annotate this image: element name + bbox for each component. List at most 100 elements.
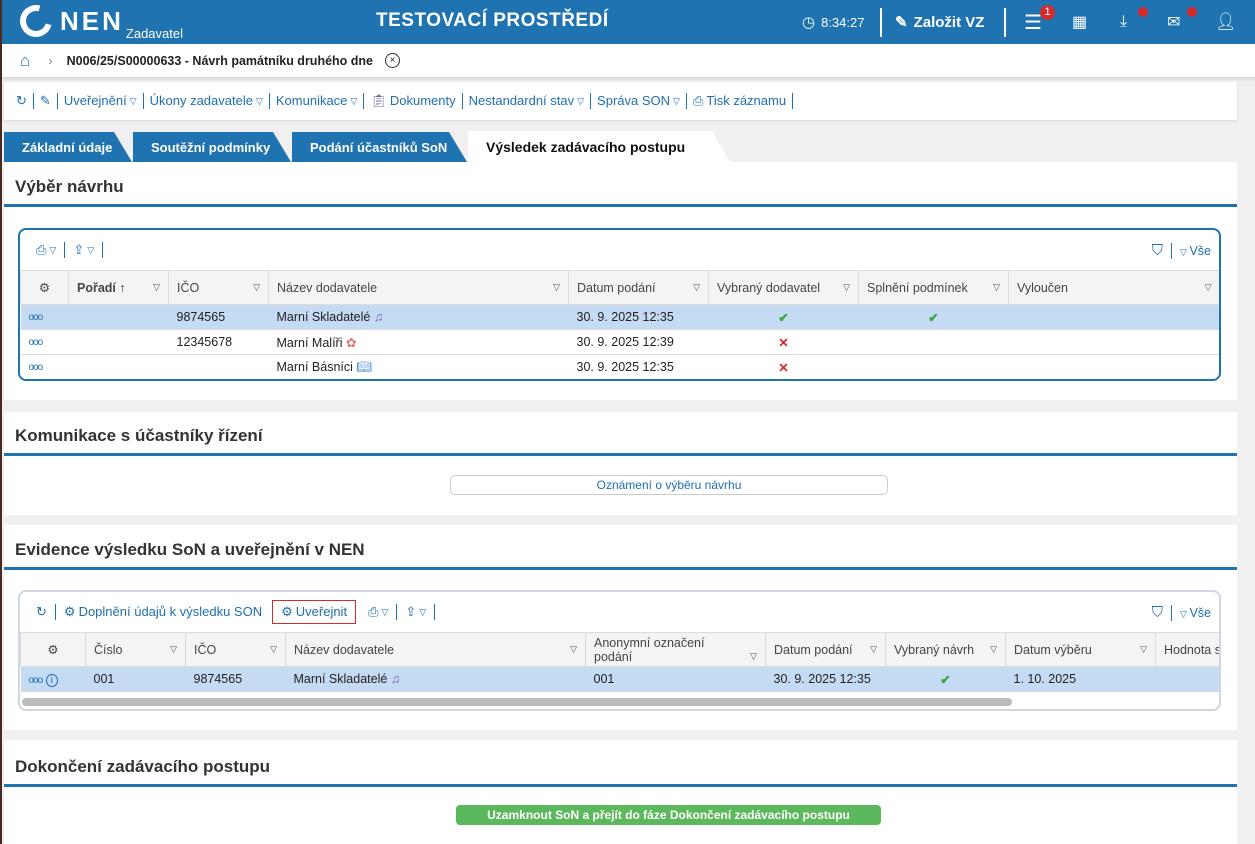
table-header: ⚙︎ Pořadí ↑ ▽ IČO ▽ Název dodavatele ▽ Datu… — [20, 270, 1219, 305]
print-dropdown[interactable]: ⎙ ▽ — [28, 242, 66, 258]
notice-selection-button[interactable]: Oznámení o výběru návrhu — [450, 475, 888, 495]
clipboard-gear-icon: ⚙︎ — [281, 604, 293, 619]
col-vybrany[interactable]: Vybraný návrh ▽ — [885, 632, 1006, 667]
music-icon: ♫ — [390, 672, 401, 686]
col-cislo[interactable]: Číslo ▽ — [85, 632, 186, 667]
col-splneni[interactable]: Splnění podmínek ▽ — [858, 270, 1009, 305]
row-actions[interactable]: ooo — [20, 329, 69, 355]
cell-name: Marní Básníci 📖︎ — [276, 359, 373, 374]
cell-name: Marní Malíři ✿ — [268, 329, 569, 355]
cell-date: 30. 9. 2025 12:39 — [568, 329, 709, 355]
documents-button[interactable]: 📋︎ Dokumenty — [364, 93, 463, 109]
menu-komunikace[interactable]: Komunikace ▽ — [270, 93, 365, 109]
export-dropdown[interactable]: ⇪ ▽ — [397, 604, 436, 620]
col-hodnota[interactable]: Hodnota s — [1155, 632, 1219, 667]
row-actions[interactable]: ooo — [20, 304, 69, 330]
table-header: ⚙︎ Číslo ▽ IČO ▽ Název dodavatele ▽ Anonymn… — [20, 632, 1219, 667]
table-row[interactable]: ooo 12345678 Marní Malíři ✿ 30. 9. 2025 … — [20, 329, 1219, 355]
user-button[interactable]: 👤︎ — [1215, 0, 1237, 44]
divider — [1004, 8, 1006, 37]
col-datum[interactable]: Datum podání ▽ — [568, 270, 709, 305]
col-datum-vyberu[interactable]: Datum výběru ▽ — [1005, 632, 1156, 667]
close-icon[interactable]: × — [385, 53, 400, 68]
show-all-filter[interactable]: ▽ Vše — [1180, 605, 1211, 620]
calendar-icon: ▦ — [1072, 14, 1088, 31]
print-record-button[interactable]: ⎙ Tisk záznamu — [687, 93, 794, 109]
clipboard-gear-icon: ⚙︎ — [63, 604, 76, 619]
edit-icon[interactable]: ✎ — [34, 93, 58, 109]
mail-icon: ✉ — [1167, 14, 1181, 31]
palette-icon: ✿ — [345, 335, 357, 350]
breadcrumb: ⌂ › N006/25/S00000633 - Návrh památníku … — [2, 44, 1255, 77]
mail-button[interactable]: ✉ — [1167, 0, 1197, 44]
col-ico[interactable]: IČO ▽ — [168, 270, 269, 305]
nen-logo[interactable]: NEN Zadavatel — [14, 0, 183, 43]
horizontal-scrollbar[interactable] — [22, 698, 1012, 706]
col-ico[interactable]: IČO ▽ — [185, 632, 286, 667]
filter-icon[interactable]: ⛉ — [1151, 604, 1164, 621]
alert-dot — [1187, 7, 1197, 17]
menu-nestandardni-stav[interactable]: Nestandardní stav ▽ — [463, 93, 592, 109]
tab-soutezni-podminky[interactable]: Soutěžní podmínky — [133, 132, 291, 162]
book-icon: 📖︎ — [356, 359, 373, 374]
home-icon[interactable]: ⌂ — [20, 50, 31, 70]
alert-dot — [1138, 7, 1148, 17]
tab-zakladni-udaje[interactable]: Základní údaje — [4, 132, 132, 162]
table-row[interactable]: ooo i 001 9874565 Marní Skladatelé ♫ 001… — [20, 666, 1219, 692]
row-actions[interactable]: ooo i — [20, 666, 86, 692]
tab-vysledek[interactable]: Výsledek zadávacího postupu — [468, 131, 730, 162]
table-row[interactable]: ooo Marní Básníci 📖︎ 30. 9. 2025 12:35 ✕ — [21, 355, 1220, 380]
filter-icon[interactable]: ⛉ — [1151, 242, 1164, 259]
publish-button[interactable]: ⚙︎ Uveřejnit — [272, 600, 357, 624]
info-icon: i — [45, 674, 58, 687]
cell-date: 30. 9. 2025 12:35 — [765, 666, 886, 692]
lock-and-finish-button[interactable]: Uzamknout SoN a přejít do fáze Dokončení… — [456, 805, 881, 825]
grid-toolbar: ⎙ ▽ ⇪ ▽ ⛉ ▽ Vše — [20, 230, 1219, 270]
cell-date: 30. 9. 2025 12:35 — [576, 360, 674, 375]
col-vybrany[interactable]: Vybraný dodavatel ▽ — [708, 270, 859, 305]
fill-result-button[interactable]: ⚙︎ Doplnění údajů k výsledku SON — [63, 604, 263, 619]
section-komunikace: Komunikace s účastníky řízení Oznámení o… — [4, 412, 1237, 515]
cell-ico — [169, 355, 269, 380]
top-header: NEN Zadavatel TESTOVACÍ PROSTŘEDÍ ◷ 8:34:… — [2, 0, 1255, 44]
col-anon[interactable]: Anonymní označení podání ▽ — [585, 632, 766, 667]
calendar-button[interactable]: ▦ — [1072, 0, 1087, 44]
cell-selected: ✕ — [778, 360, 789, 375]
column-settings-icon[interactable]: ⚙︎ — [20, 632, 86, 667]
create-label: Založit VZ — [913, 13, 985, 31]
cell-ico: 9874565 — [185, 666, 286, 692]
clipboard-icon: 📋︎ — [370, 93, 387, 108]
table-row[interactable]: ooo 9874565 Marní Skladatelé ♫ 30. 9. 20… — [20, 304, 1219, 330]
menu-ukony[interactable]: Úkony zadavatele ▽ — [144, 93, 270, 109]
menu-icon: ☰ — [1024, 11, 1042, 34]
show-all-filter[interactable]: ▽ Vše — [1180, 243, 1211, 258]
menu-uverejneni[interactable]: Uveřejnění ▽ — [58, 93, 144, 109]
tab-podani-ucastniku[interactable]: Podání účastníků SoN — [292, 132, 467, 162]
clock-icon: ◷ — [802, 14, 816, 31]
cell-selected: ✕ — [708, 329, 859, 355]
notification-badge: 1 — [1040, 5, 1055, 20]
menu-button[interactable]: ☰ 1 — [1024, 0, 1055, 44]
divider — [4, 204, 1237, 207]
grid-vyber: ⎙ ▽ ⇪ ▽ ⛉ ▽ Vše ⚙︎ Pořadí ↑ ▽ IČO ▽ Název dod… — [18, 228, 1221, 381]
column-settings-icon[interactable]: ⚙︎ — [20, 270, 69, 305]
row-actions[interactable]: ooo — [28, 361, 44, 373]
print-dropdown[interactable]: ⎙ ▽ — [360, 604, 398, 620]
breadcrumb-title: N006/25/S00000633 - Návrh památníku druh… — [66, 53, 373, 68]
cell-name: Marní Skladatelé ♫ — [285, 666, 586, 692]
download-button[interactable]: ⤓ — [1120, 0, 1148, 44]
col-nazev[interactable]: Název dodavatele ▽ — [285, 632, 586, 667]
cell-value — [1155, 666, 1219, 692]
col-poradi[interactable]: Pořadí ↑ ▽ — [68, 270, 169, 305]
music-icon: ♫ — [373, 310, 384, 324]
col-nazev[interactable]: Název dodavatele ▽ — [268, 270, 569, 305]
create-vz-button[interactable]: ✎ Založit VZ — [895, 0, 984, 44]
refresh-icon[interactable]: ↻ — [28, 604, 56, 620]
export-dropdown[interactable]: ⇪ ▽ — [65, 242, 104, 258]
section-title: Komunikace s účastníky řízení — [15, 426, 263, 445]
col-datum[interactable]: Datum podání ▽ — [765, 632, 886, 667]
col-vyloucen[interactable]: Vyloučen ▽ — [1008, 270, 1219, 305]
refresh-icon[interactable]: ↻ — [10, 93, 34, 109]
menu-sprava-son[interactable]: Správa SON ▽ — [591, 93, 687, 109]
section-dokonceni: Dokončení zadávacího postupu Uzamknout S… — [4, 740, 1237, 844]
